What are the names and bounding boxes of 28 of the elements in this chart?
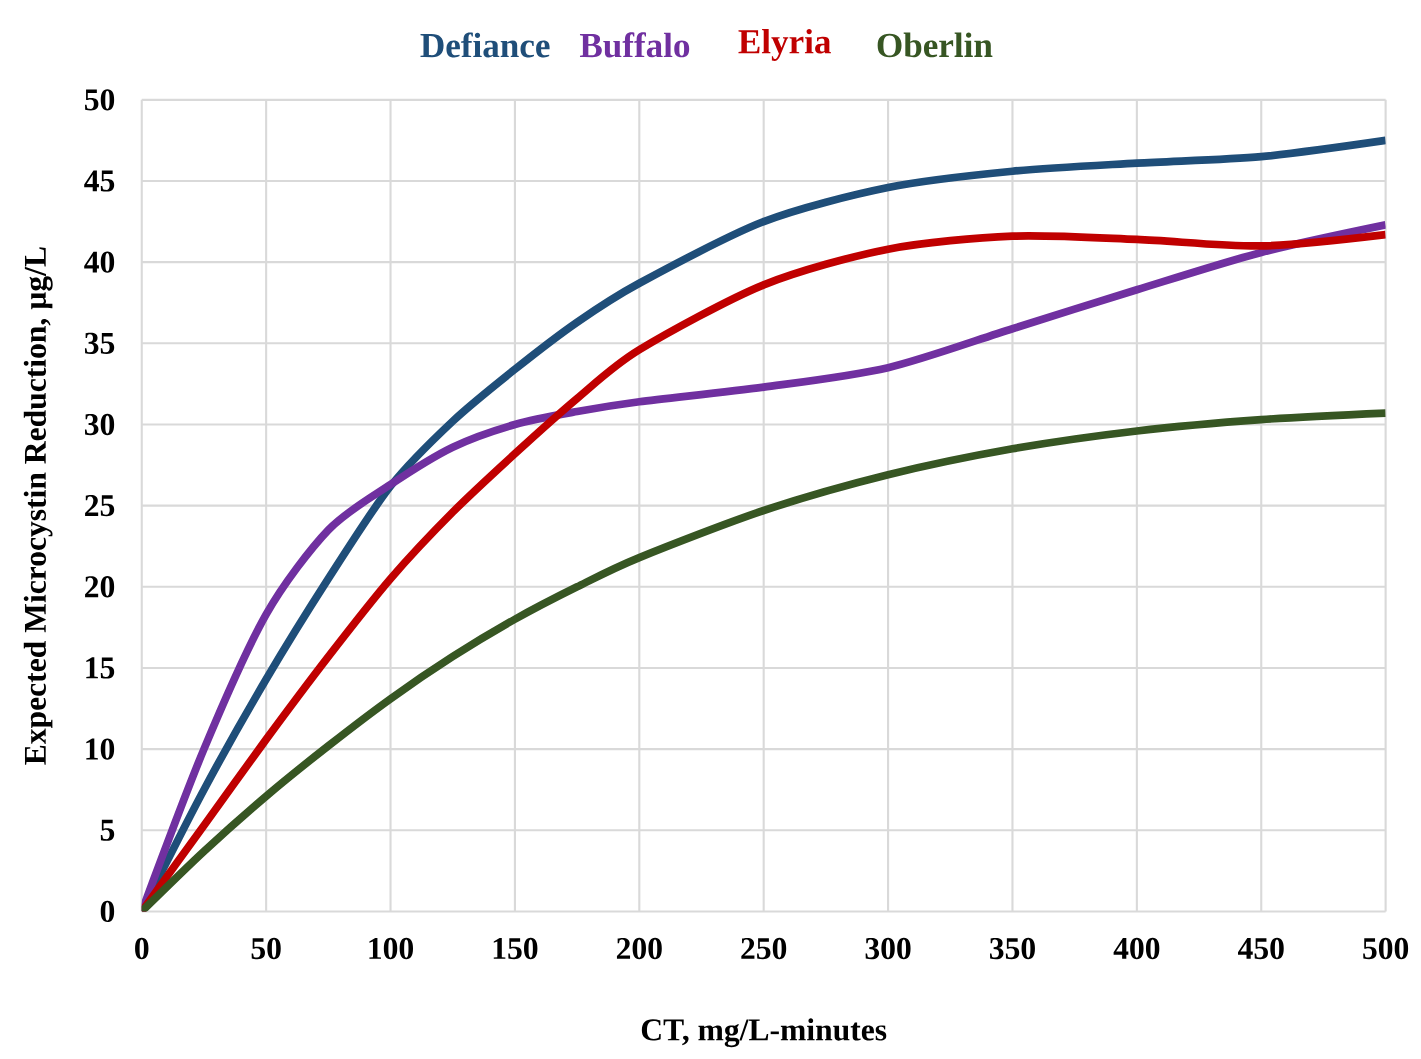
x-tick-label: 300	[865, 937, 911, 960]
x-tick-label: 200	[616, 937, 662, 960]
x-tick-label: 0	[135, 937, 149, 960]
text: Defiance	[420, 32, 550, 58]
x-tick-label: 50	[251, 937, 281, 960]
x-axis-title: CT, mg/L-minutes	[641, 1018, 887, 1048]
y-tick-label: 35	[84, 332, 115, 354]
x-tick-label: 500	[1363, 937, 1409, 960]
x-tick-label: 250	[741, 937, 787, 960]
y-tick-label: 30	[84, 413, 115, 436]
y-tick-label: 5	[100, 819, 115, 841]
y-tick-label: 0	[100, 900, 115, 923]
y-tick-label: 15	[86, 657, 115, 679]
x-tick-label: 350	[990, 937, 1035, 960]
x-tick-label: 150	[493, 937, 538, 960]
y-tick-label: 50	[85, 89, 115, 111]
text: Elyria	[738, 28, 831, 61]
y-tick-label: 10	[86, 738, 115, 760]
y-axis-title: Expected Microcystin Reduction, µg/L	[23, 247, 53, 765]
text: Buffalo	[579, 32, 690, 58]
y-tick-label: 25	[85, 495, 115, 517]
x-tick-label: 100	[369, 937, 414, 960]
y-tick-label: 45	[84, 170, 115, 192]
x-tick-label: 450	[1238, 937, 1284, 960]
y-tick-label: 20	[85, 576, 115, 598]
text: Oberlin	[877, 32, 993, 58]
x-tick-label: 400	[1113, 937, 1160, 960]
y-tick-label: 40	[84, 251, 115, 273]
